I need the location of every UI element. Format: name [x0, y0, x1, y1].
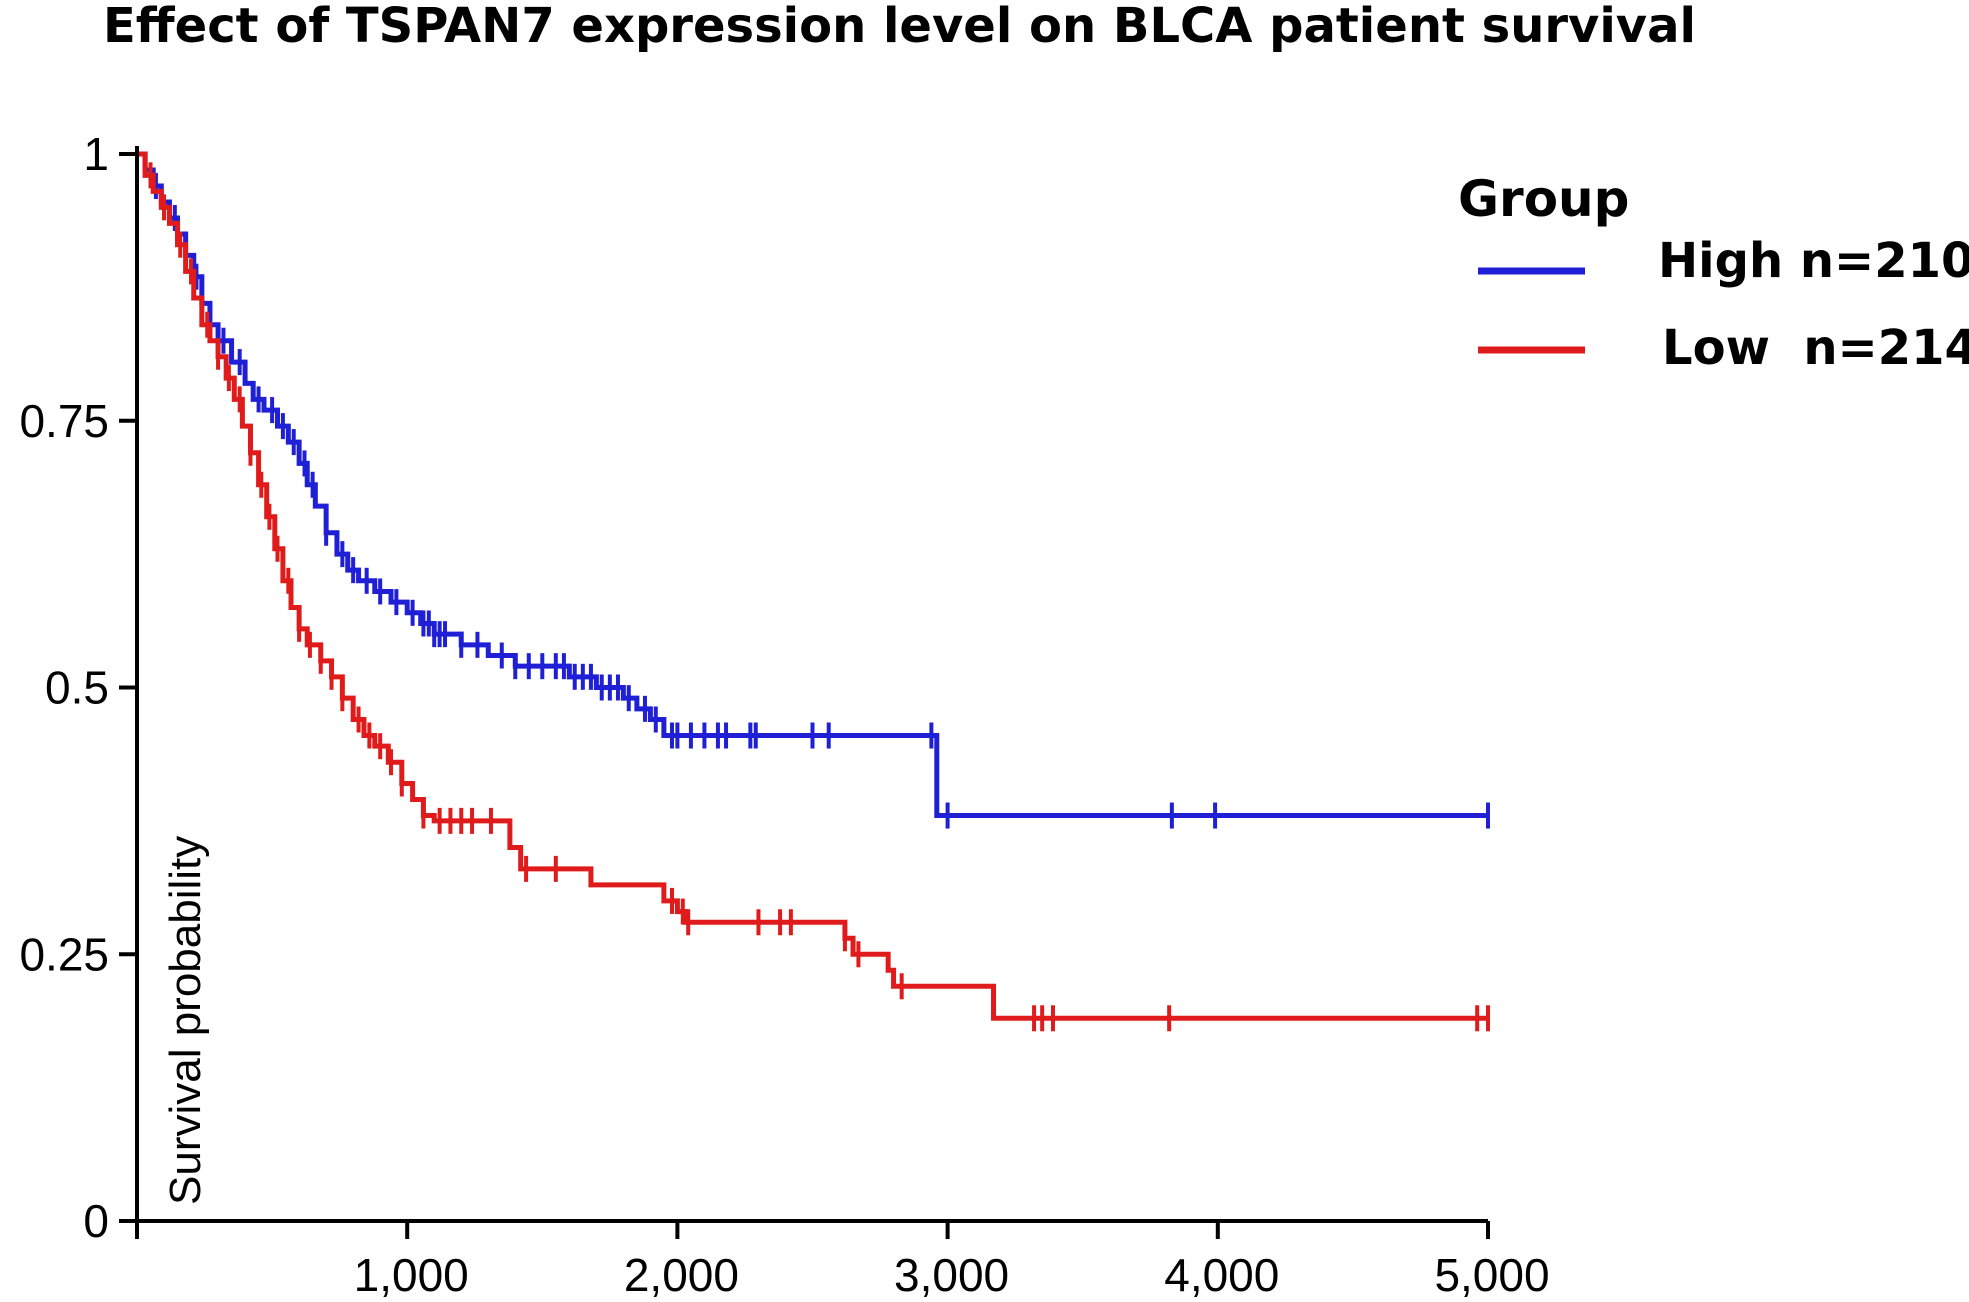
x-tick-label: 3,000	[894, 1249, 1009, 1301]
series-low	[137, 151, 1490, 1032]
y-tick-label: 0	[83, 1195, 109, 1247]
series-high	[137, 151, 1490, 829]
y-tick-label: 1	[83, 128, 109, 180]
y-axis-ticks: 0 0.25 0.5 0.75 1	[19, 128, 137, 1247]
legend-label-high: High n=210	[1658, 233, 1969, 289]
x-tick-label: 5,000	[1434, 1249, 1549, 1301]
x-tick-label: 2,000	[624, 1249, 739, 1301]
legend-label-low: Low n=214	[1662, 320, 1969, 376]
y-axis-label: Survival probability	[161, 836, 210, 1205]
x-tick-label: 4,000	[1164, 1249, 1279, 1301]
survival-curve	[137, 151, 1488, 819]
chart-title: Effect of TSPAN7 expression level on BLC…	[103, 0, 1696, 54]
legend-title: Group	[1458, 170, 1629, 228]
y-tick-label: 0.5	[45, 662, 109, 714]
y-tick-label: 0.75	[19, 395, 109, 447]
survival-curve	[137, 151, 1488, 1021]
x-tick-label: 1,000	[354, 1249, 469, 1301]
y-tick-label: 0.25	[19, 928, 109, 980]
legend: Group High n=210 Low n=214	[1458, 170, 1969, 376]
plot-area	[137, 151, 1490, 1032]
x-axis-ticks: 1,000 2,000 3,000 4,000 5,000	[135, 1221, 1550, 1301]
